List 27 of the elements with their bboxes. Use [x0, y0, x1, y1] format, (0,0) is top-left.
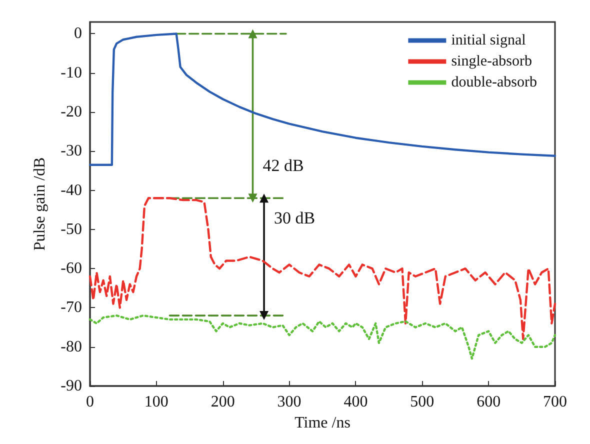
y-tick-label: -50 [60, 220, 82, 238]
y-tick-label: -70 [60, 299, 82, 316]
x-tick-label: 700 [543, 394, 567, 410]
y-tick-label: -90 [60, 378, 82, 394]
y-axis-title: Pulse gain /dB [32, 157, 48, 251]
y-tick-label: -20 [60, 104, 82, 121]
x-tick-label: 200 [210, 394, 235, 410]
y-tick-label: -60 [60, 260, 82, 278]
x-tick-label: 400 [344, 394, 368, 410]
x-tick-label: 600 [476, 394, 501, 410]
annotation: 42 dB [262, 156, 304, 175]
legend-label: single-absorb [451, 54, 532, 70]
x-tick-label: 0 [86, 394, 94, 410]
x-axis-title: Time /ns [294, 414, 350, 432]
y-tick-label: -80 [60, 338, 82, 356]
y-tick-label: -30 [60, 142, 82, 160]
y-tick-label: -10 [60, 64, 82, 82]
y-tick-label: -40 [60, 182, 82, 199]
annotation: 30 dB [274, 208, 316, 228]
x-tick-label: 300 [277, 394, 302, 410]
line-series [88, 314, 556, 360]
y-tick-label: 0 [74, 25, 82, 42]
legend-label: double-absorb [451, 74, 537, 90]
line-series [88, 197, 556, 340]
legend-label: initial signal [451, 32, 526, 48]
x-tick-label: 100 [144, 394, 168, 410]
x-tick-label: 500 [410, 394, 434, 410]
